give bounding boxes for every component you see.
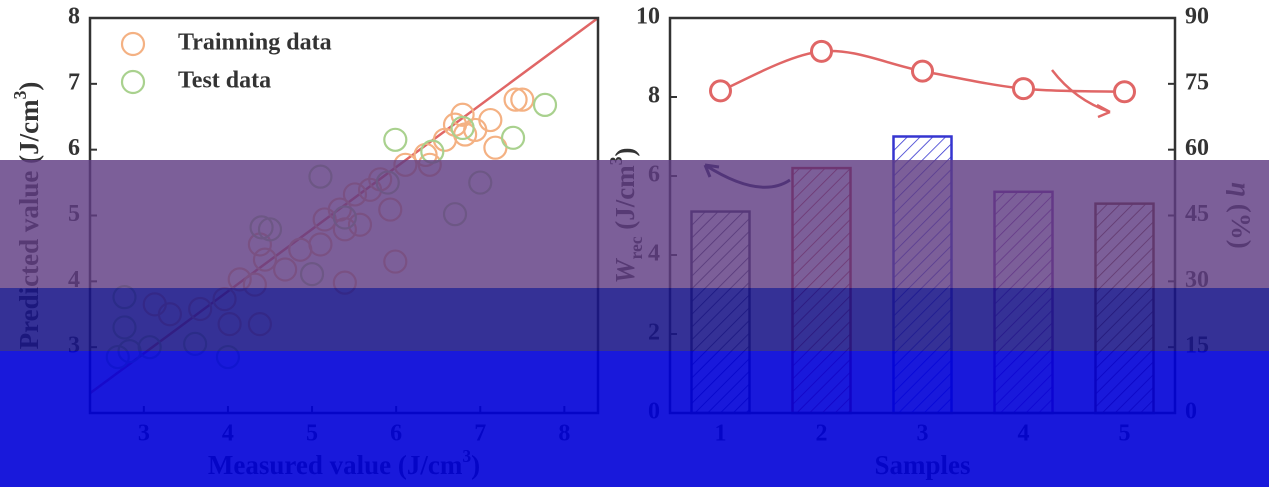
overlay-band — [0, 160, 1269, 288]
line-marker — [709, 79, 732, 103]
data-point — [500, 125, 526, 150]
y-tick-label: 6 — [68, 135, 80, 161]
overlay-band — [0, 351, 1269, 487]
y-tick-label: 8 — [68, 4, 80, 30]
line-marker — [1113, 80, 1136, 104]
label-part: 3 — [10, 90, 30, 99]
legend-label: Trainning data — [178, 30, 332, 56]
label-part: ) — [14, 82, 44, 91]
y2-tick-label: 75 — [1185, 69, 1209, 95]
data-point — [383, 127, 408, 152]
line-marker — [1012, 77, 1035, 101]
data-point — [420, 139, 445, 164]
data-point — [532, 92, 558, 118]
y-tick-label: 8 — [648, 83, 660, 109]
data-point — [450, 102, 475, 127]
data-point — [450, 115, 475, 141]
line-marker — [810, 39, 833, 63]
overlay-band — [0, 288, 1269, 351]
data-point — [510, 87, 535, 112]
data-point — [478, 107, 503, 133]
legend-label: Test data — [178, 68, 271, 94]
y-tick-label: 7 — [68, 69, 80, 95]
label-part: ) — [610, 147, 640, 156]
legend-marker — [120, 31, 146, 57]
y2-tick-label: 90 — [1185, 4, 1209, 30]
arrow-right — [1051, 69, 1111, 119]
y2-tick-label: 60 — [1185, 135, 1209, 161]
y-tick-label: 10 — [636, 4, 660, 30]
line-marker — [911, 59, 934, 83]
legend-marker — [120, 69, 146, 95]
data-point — [503, 87, 528, 112]
